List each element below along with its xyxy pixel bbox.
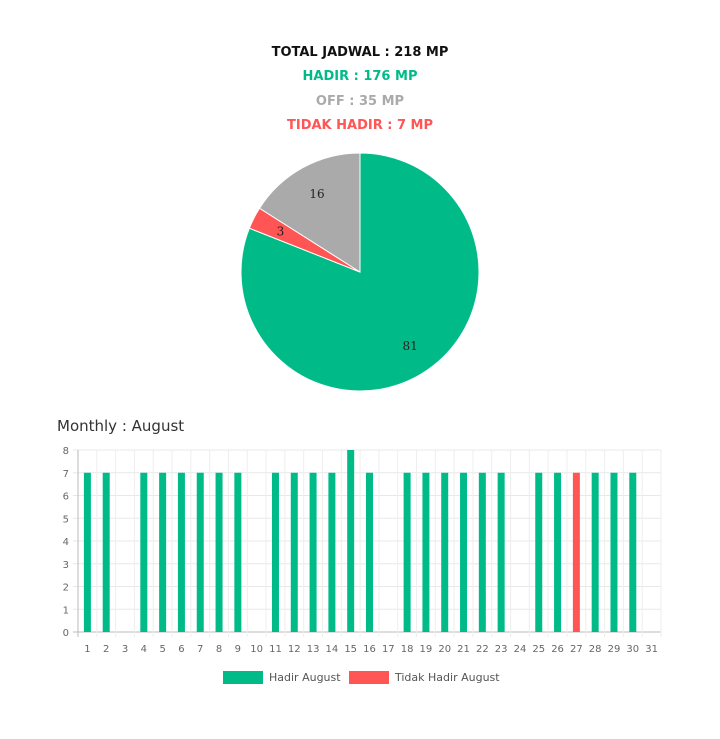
legend-swatch-hadir [223, 671, 263, 684]
pie-label-16: 16 [309, 187, 324, 201]
x-tick-label: 2 [103, 644, 109, 655]
pie-label-81: 81 [403, 339, 418, 353]
y-tick-label: 8 [63, 446, 69, 457]
x-tick-label: 5 [159, 644, 165, 655]
x-tick-label: 27 [570, 644, 583, 655]
x-tick-label: 12 [288, 644, 301, 655]
x-tick-label: 24 [514, 644, 527, 655]
bar-hadir-25[interactable] [535, 472, 543, 632]
x-tick-label: 10 [250, 644, 263, 655]
bar-tidak-hadir-27[interactable] [572, 472, 580, 632]
bar-hadir-16[interactable] [366, 472, 373, 632]
bar-hadir-20[interactable] [441, 472, 449, 632]
bar-hadir-26[interactable] [554, 472, 562, 632]
bar-hadir-12[interactable] [290, 472, 298, 632]
bar-hadir-21[interactable] [460, 472, 468, 632]
x-tick-label: 14 [326, 644, 339, 655]
x-tick-label: 6 [178, 644, 184, 655]
x-tick-label: 1 [84, 644, 90, 655]
x-tick-label: 16 [363, 644, 376, 655]
attendance-pie-chart: 81 3 16 [240, 152, 480, 392]
x-tick-label: 9 [235, 644, 241, 655]
bar-hadir-15[interactable] [347, 450, 355, 632]
x-tick-label: 29 [608, 644, 621, 655]
y-tick-label: 7 [63, 469, 69, 480]
bar-hadir-8[interactable] [215, 472, 223, 632]
bar-hadir-22[interactable] [478, 472, 486, 632]
bar-hadir-2[interactable] [102, 472, 110, 632]
bar-hadir-7[interactable] [196, 472, 204, 632]
bar-hadir-1[interactable] [83, 472, 91, 632]
y-tick-label: 6 [63, 492, 69, 503]
off-label: OFF : 35 MP [315, 94, 405, 109]
x-tick-label: 18 [401, 644, 414, 655]
hadir-label: HADIR : 176 MP [302, 69, 418, 84]
bar-hadir-29[interactable] [610, 472, 618, 632]
y-tick-label: 0 [63, 628, 69, 639]
pie-slice-81[interactable] [240, 152, 480, 392]
tidak-hadir-label: TIDAK HADIR : 7 MP [286, 118, 434, 133]
x-tick-label: 26 [551, 644, 564, 655]
x-tick-label: 8 [216, 644, 222, 655]
x-tick-label: 20 [438, 644, 451, 655]
y-tick-label: 3 [63, 560, 69, 571]
y-tick-label: 5 [63, 514, 69, 525]
x-tick-label: 3 [122, 644, 128, 655]
legend-hadir[interactable]: Hadir August [223, 671, 341, 684]
y-tick-label: 1 [63, 605, 69, 616]
x-tick-label: 31 [645, 644, 658, 655]
monthly-chart-title: Monthly : August [57, 417, 185, 435]
bar-hadir-11[interactable] [271, 472, 279, 632]
legend-label-tidak-hadir: Tidak Hadir August [395, 671, 500, 684]
x-tick-label: 15 [344, 644, 357, 655]
bar-hadir-5[interactable] [159, 472, 167, 632]
bar-hadir-23[interactable] [497, 472, 505, 632]
bar-hadir-18[interactable] [403, 472, 411, 632]
bar-hadir-6[interactable] [177, 472, 185, 632]
x-tick-label: 7 [197, 644, 203, 655]
x-tick-label: 4 [141, 644, 147, 655]
y-tick-label: 4 [63, 537, 69, 548]
y-tick-label: 2 [63, 583, 69, 594]
bar-hadir-13[interactable] [309, 472, 317, 632]
bar-hadir-30[interactable] [629, 472, 637, 632]
pie-slice-16[interactable] [258, 152, 361, 273]
x-tick-label: 28 [589, 644, 602, 655]
x-tick-label: 23 [495, 644, 508, 655]
x-tick-label: 19 [420, 644, 433, 655]
x-tick-label: 11 [269, 644, 282, 655]
bar-hadir-4[interactable] [140, 472, 148, 632]
x-tick-label: 25 [532, 644, 545, 655]
x-tick-label: 17 [382, 644, 395, 655]
x-tick-label: 22 [476, 644, 489, 655]
pie-label-3: 3 [277, 224, 285, 238]
legend-swatch-tidak-hadir [349, 671, 389, 684]
bar-hadir-19[interactable] [422, 472, 430, 632]
bar-hadir-28[interactable] [591, 472, 599, 632]
bar-hadir-14[interactable] [328, 472, 336, 632]
legend-tidak-hadir[interactable]: Tidak Hadir August [349, 671, 500, 684]
legend-label-hadir: Hadir August [269, 671, 341, 684]
total-jadwal-label: TOTAL JADWAL : 218 MP [271, 45, 449, 60]
x-tick-label: 13 [307, 644, 320, 655]
bar-hadir-9[interactable] [234, 472, 242, 632]
x-tick-label: 30 [626, 644, 639, 655]
x-tick-label: 21 [457, 644, 470, 655]
